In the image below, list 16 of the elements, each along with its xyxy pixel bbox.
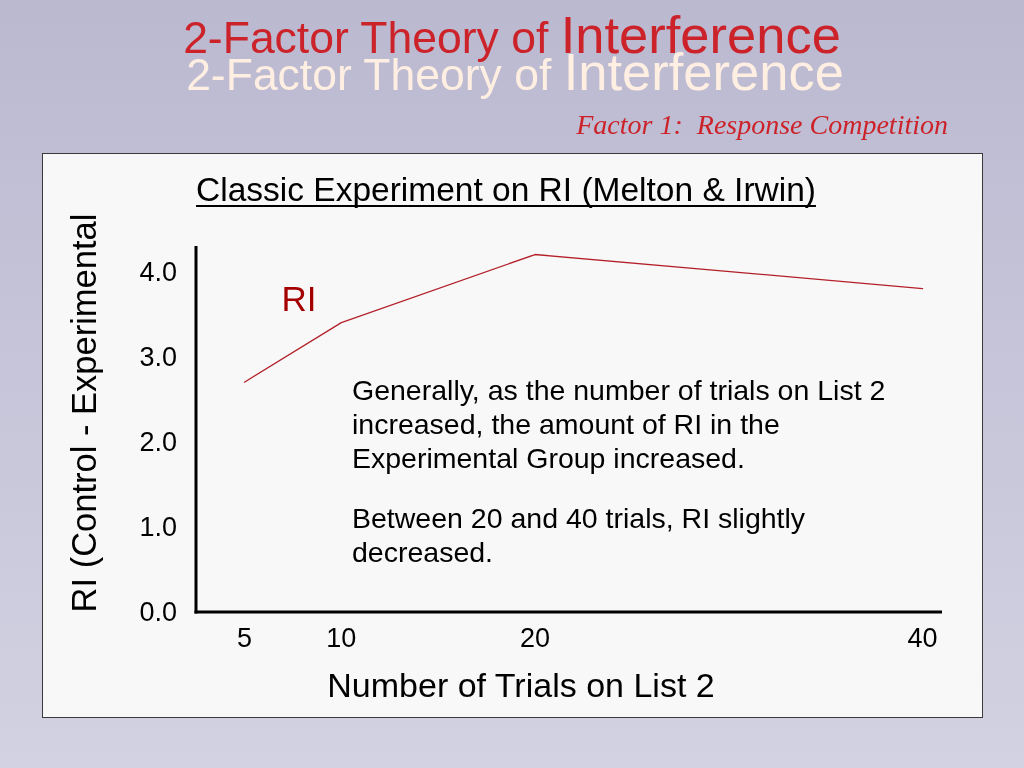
y-tick-label: 4.0	[139, 256, 177, 287]
x-tick-label: 5	[236, 623, 252, 653]
y-tick-label: 0.0	[139, 597, 177, 627]
x-axis-title: Number of Trials on List 2	[327, 666, 715, 704]
y-tick-label: 1.0	[139, 511, 177, 542]
text: Classic Experiment on RI (Melton & Irwin)	[196, 171, 816, 208]
y-axis-title: RI (Control - Experimental	[65, 213, 103, 613]
x-tick-label: 40	[907, 623, 938, 653]
x-tick-label: 20	[520, 623, 551, 653]
annotation: Generally, as the number of trials on List 2 increased, the amount of RI in the Experimental Group increased.	[352, 373, 887, 475]
chart-subtitle: Factor 1: Response Competition	[575, 109, 948, 140]
annotation: Between 20 and 40 trials, RI slightly decreased.	[352, 501, 807, 569]
series-label: RI	[281, 279, 317, 319]
y-tick-label: 2.0	[139, 426, 177, 457]
y-tick-label: 3.0	[139, 341, 177, 372]
x-tick-label: 10	[326, 623, 357, 653]
